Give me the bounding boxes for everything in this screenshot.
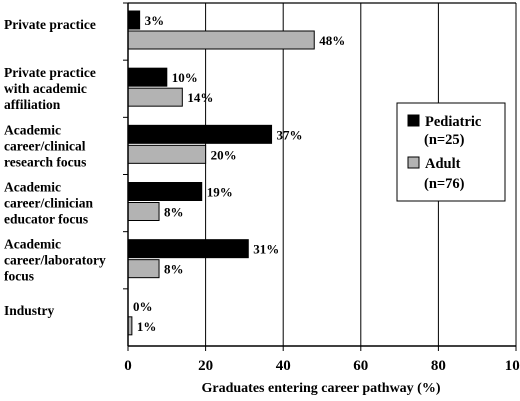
data-label: 1% xyxy=(137,319,157,334)
legend-swatch-pediatric xyxy=(407,114,420,127)
bar-adult xyxy=(127,144,207,164)
legend-label-pediatric: Pediatric xyxy=(425,114,482,130)
category-label: Private practice with academic affiliation xyxy=(4,65,96,112)
data-label: 19% xyxy=(207,185,233,200)
data-label: 37% xyxy=(277,127,303,142)
bar-adult xyxy=(127,30,315,50)
data-label: 14% xyxy=(187,90,213,105)
data-label: 0% xyxy=(133,299,153,314)
bar-adult xyxy=(127,259,160,279)
data-label: 20% xyxy=(211,147,237,162)
x-tick-label: 40 xyxy=(276,358,291,374)
category-label: Academic career/clinician educator focus xyxy=(4,180,93,227)
category-label: Industry xyxy=(4,303,55,318)
bar-adult xyxy=(127,87,183,107)
data-label: 8% xyxy=(164,205,184,220)
data-label: 3% xyxy=(145,13,165,28)
bar-pediatric xyxy=(127,67,168,87)
bar-pediatric xyxy=(127,10,141,30)
x-tick-labels: 0 20 40 60 80 100 xyxy=(124,358,520,374)
bar-pediatric xyxy=(127,182,203,201)
category-label: Academic career/clinical research focus xyxy=(4,122,86,169)
category-label: Academic career/laboratory focus xyxy=(4,237,106,284)
legend-swatch-adult xyxy=(407,156,420,169)
category-label: Private practice xyxy=(4,17,96,32)
bars xyxy=(127,10,315,336)
x-tick-label: 20 xyxy=(198,358,213,374)
x-tick-label: 80 xyxy=(431,358,446,374)
bar-adult xyxy=(127,202,160,221)
data-label: 10% xyxy=(172,70,198,85)
axes xyxy=(123,2,517,351)
legend-sample-adult: (n=76) xyxy=(424,176,465,192)
x-tick-label: 0 xyxy=(124,358,132,374)
legend: Pediatric (n=25) Adult (n=76) xyxy=(396,102,506,202)
x-tick-label: 100 xyxy=(505,358,520,374)
data-label: 31% xyxy=(253,242,279,257)
legend-sample-pediatric: (n=25) xyxy=(424,132,465,148)
data-label: 8% xyxy=(164,262,184,277)
bar-pediatric xyxy=(127,124,273,144)
category-labels: Private practice Private practice with aca… xyxy=(4,17,106,318)
legend-label-adult: Adult xyxy=(425,156,461,172)
gridlines xyxy=(205,3,517,346)
value-labels: 3% 48% 10% 14% 37% 20% 19% 8% 31% 8% 0% 1% xyxy=(133,13,345,334)
x-axis-title: Graduates entering career pathway (%) xyxy=(202,381,441,396)
x-tick-label: 60 xyxy=(353,358,368,374)
bar-pediatric xyxy=(127,239,249,259)
data-label: 48% xyxy=(319,33,345,48)
